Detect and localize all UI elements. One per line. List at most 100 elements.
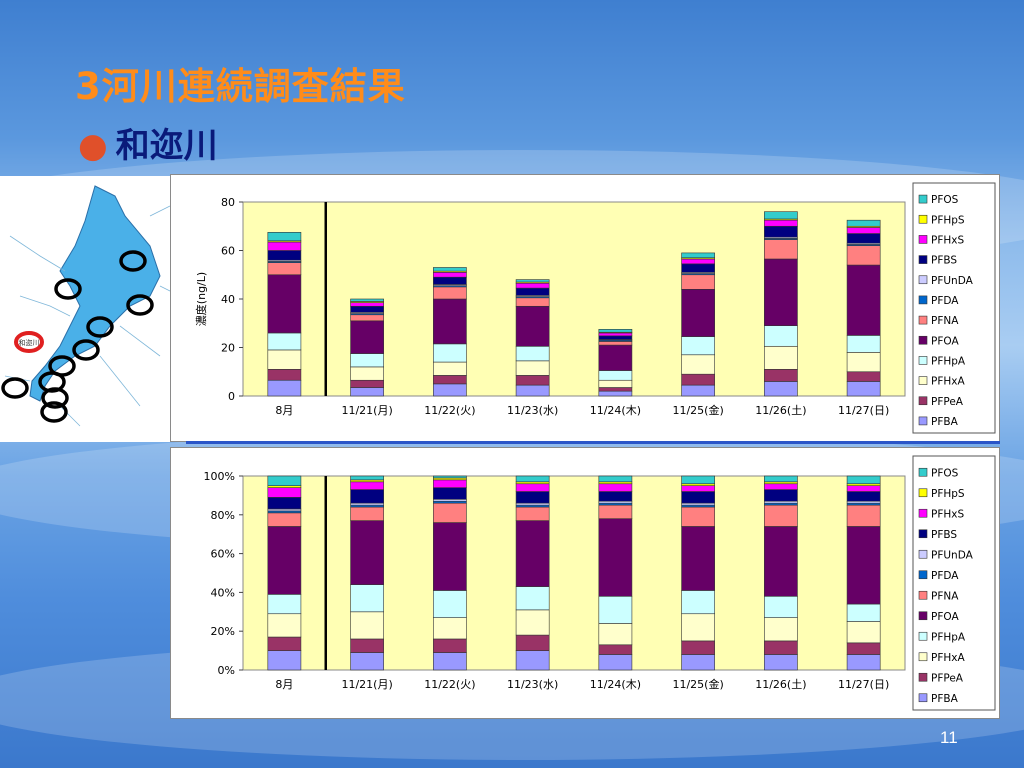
legend-label: PFBS xyxy=(931,529,957,541)
legend-swatch xyxy=(918,672,928,682)
bar-segment-pfhxa xyxy=(764,345,798,370)
legend-swatch xyxy=(918,295,928,305)
bar-segment-pfbs xyxy=(764,489,798,502)
bar-segment-pfna xyxy=(681,506,715,527)
bar-segment-pfhxa xyxy=(598,623,633,646)
bar-segment-pfba xyxy=(350,387,384,397)
bullet-text: 和迩川 xyxy=(115,126,218,166)
bar-segment-pfhpa xyxy=(846,603,881,622)
bar-segment-pfos xyxy=(515,279,550,283)
bar-segment-pfoa xyxy=(350,320,384,354)
bar-segment-pfhxs xyxy=(350,302,384,307)
bar-segment-pfoa xyxy=(350,520,384,585)
bar-segment-pfba xyxy=(846,381,881,397)
x-tick-label: 11/27(日) xyxy=(838,678,889,691)
bar-segment-pfhxs xyxy=(681,485,715,492)
bar-segment-pfbs xyxy=(846,491,881,502)
x-tick-label: 11/26(土) xyxy=(755,678,806,691)
bar-segment-pfoa xyxy=(515,520,550,587)
bar-segment-pfos xyxy=(515,475,550,483)
bar-segment-pfhxa xyxy=(433,617,467,640)
bar-segment-pfhpa xyxy=(267,594,302,615)
x-tick-label: 11/24(木) xyxy=(590,678,641,691)
bar-segment-pfbs xyxy=(681,491,715,504)
bar-segment-pfba xyxy=(267,379,302,397)
bar-segment-pfhxa xyxy=(681,613,715,642)
bar-segment-pfhxs xyxy=(267,241,302,251)
legend-label: PFHxA xyxy=(931,376,965,388)
bar-segment-pfpea xyxy=(350,638,384,653)
bar-segment-pfhxa xyxy=(350,611,384,640)
legend-label: PFOS xyxy=(931,467,959,479)
bar-segment-pfbs xyxy=(267,497,302,510)
bar-segment-pfos xyxy=(681,475,715,485)
x-tick-label: 8月 xyxy=(275,678,293,691)
bar-segment-pfbs xyxy=(433,487,467,500)
legend-label: PFHxA xyxy=(931,652,965,664)
x-tick-label: 11/23(水) xyxy=(507,678,558,691)
legend-swatch xyxy=(918,549,928,559)
bar-segment-pfna xyxy=(350,314,384,322)
bar-segment-pfna xyxy=(267,512,302,527)
bar-segment-pfna xyxy=(598,341,633,346)
highlight-marker xyxy=(14,331,44,353)
lake-biwa-map: 和迩川 xyxy=(0,176,186,442)
legend-label: PFOS xyxy=(931,194,959,206)
bar-segment-pfna xyxy=(350,506,384,521)
bar-segment-pfbs xyxy=(598,491,633,502)
bar-segment-pfna xyxy=(598,504,633,519)
bar-segment-pfhpa xyxy=(846,335,881,353)
legend-swatch xyxy=(918,416,928,426)
legend-label: PFDA xyxy=(931,295,959,307)
legend-swatch xyxy=(918,693,928,703)
x-tick-label: 11/25(金) xyxy=(672,403,723,417)
bar-segment-pfba xyxy=(515,384,550,397)
bar-segment-pfpea xyxy=(267,369,302,381)
legend-swatch xyxy=(918,275,928,285)
bar-segment-pfos xyxy=(433,475,467,479)
station-markers xyxy=(1,250,154,423)
x-tick-label: 11/22(火) xyxy=(424,404,475,417)
bar-segment-pfhxs xyxy=(515,483,550,492)
bar-segment-pfoa xyxy=(433,522,467,591)
bar-segment-pfhpa xyxy=(350,584,384,613)
bar-segment-pfba xyxy=(433,383,467,397)
bar-segment-pfhxa xyxy=(433,361,467,376)
bar-segment-pfhpa xyxy=(515,586,550,611)
legend-swatch xyxy=(918,315,928,325)
y-tick-label: 0% xyxy=(218,664,235,677)
legend-label: PFUnDA xyxy=(931,275,974,287)
legend-label: PFPeA xyxy=(931,396,964,408)
bar-segment-pfos xyxy=(598,329,633,333)
legend-swatch xyxy=(918,194,928,204)
plot-area xyxy=(242,475,906,671)
legend-label: PFDA xyxy=(931,570,959,582)
bar-segment-pfos xyxy=(681,252,715,259)
bar-segment-pfba xyxy=(764,381,798,397)
legend-swatch xyxy=(918,508,928,518)
x-tick-label: 11/22(火) xyxy=(424,678,475,691)
bar-segment-pfba xyxy=(350,652,384,671)
bar-segment-pfos xyxy=(846,219,881,227)
bar-segment-pfhpa xyxy=(764,325,798,347)
bar-segment-pfhxs xyxy=(681,258,715,265)
bar-segment-pfba xyxy=(515,650,550,671)
legend-swatch xyxy=(918,488,928,498)
bar-segment-pfna xyxy=(433,502,467,523)
bar-segment-pfhxa xyxy=(350,366,384,381)
bar-segment-pfoa xyxy=(267,274,302,334)
bar-segment-pfos xyxy=(267,475,302,486)
bar-segment-pfhpa xyxy=(350,353,384,368)
legend-box xyxy=(912,182,996,434)
y-tick-label: 100% xyxy=(204,470,235,483)
chart-panel-percentage: 0% 20% 40% 60% 80% 100% 8月 11/21(月) 11/22(火) 11/2… xyxy=(170,447,1000,719)
legend-label: PFNA xyxy=(931,315,959,327)
bar-segment-pfbs xyxy=(267,250,302,261)
bar-segment-pfbs xyxy=(433,276,467,285)
legend-swatch xyxy=(918,356,928,365)
legend-swatch xyxy=(918,652,928,662)
x-tick-label: 11/24(木) xyxy=(590,404,641,417)
bar-segment-pfos xyxy=(764,475,798,483)
bar-segment-pfba xyxy=(681,384,715,397)
bar-segment-pfoa xyxy=(681,526,715,591)
